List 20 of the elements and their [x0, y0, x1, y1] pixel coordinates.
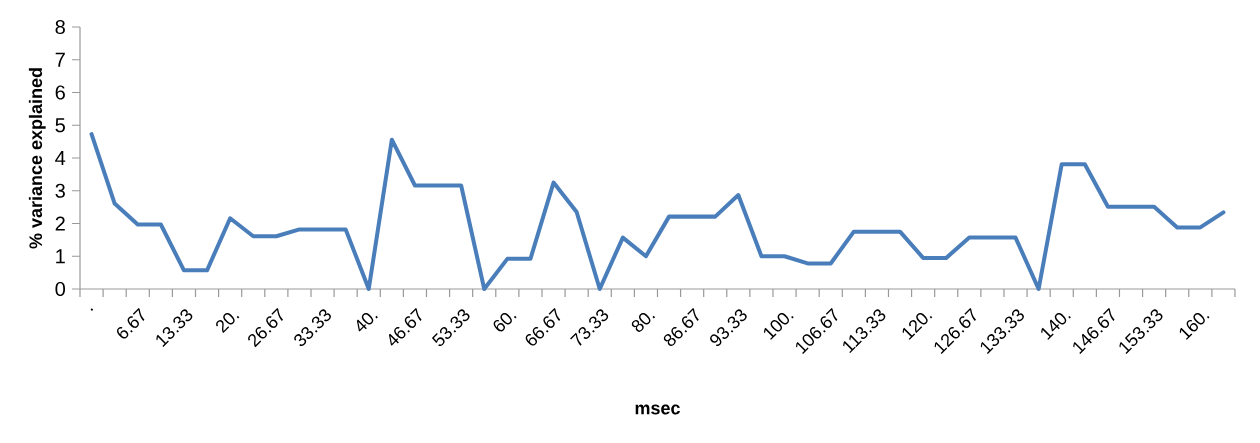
x-tick-label: 80. [631, 313, 656, 332]
x-tick-label: 120. [902, 313, 933, 340]
x-tick-label: 100. [763, 313, 794, 340]
y-tick-label: 2 [55, 216, 65, 231]
x-tick-label: 140. [1041, 313, 1071, 340]
y-tick-label: 7 [55, 52, 65, 67]
x-tick-label: 160. [1179, 313, 1210, 340]
y-tick-label: 6 [55, 85, 65, 100]
x-axis-title: msec [635, 404, 680, 415]
y-tick-label: 1 [56, 249, 65, 264]
x-tick-label: . [90, 308, 94, 311]
y-axis-title: % variance explained [28, 68, 46, 249]
x-tick-label: 20. [216, 313, 240, 334]
y-tick-label: 8 [55, 19, 65, 35]
y-tick-label: 3 [55, 183, 65, 198]
x-tick-label: 60. [493, 313, 517, 332]
y-tick-label: 5 [55, 118, 65, 133]
y-tick-label: 0 [55, 281, 66, 297]
y-tick-label: 4 [55, 151, 66, 165]
x-tick-label: 40. [356, 313, 378, 332]
